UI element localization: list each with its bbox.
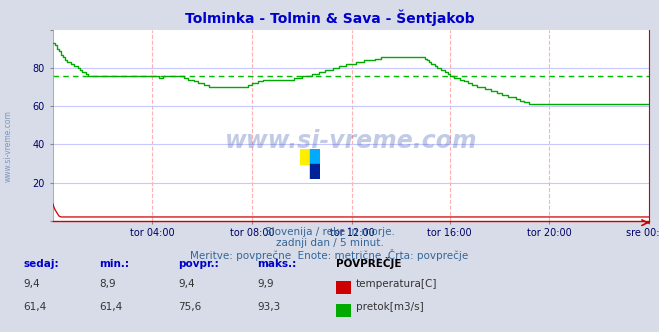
Text: 75,6: 75,6 (178, 302, 201, 312)
Bar (300, 149, 310, 164)
Text: Tolminka - Tolmin & Sava - Šentjakob: Tolminka - Tolmin & Sava - Šentjakob (185, 10, 474, 27)
Text: 9,9: 9,9 (257, 279, 273, 289)
Text: 61,4: 61,4 (99, 302, 122, 312)
Text: www.si-vreme.com: www.si-vreme.com (225, 128, 477, 153)
Text: 8,9: 8,9 (99, 279, 115, 289)
Text: 93,3: 93,3 (257, 302, 280, 312)
Text: sedaj:: sedaj: (23, 259, 59, 269)
Text: maks.:: maks.: (257, 259, 297, 269)
Bar (310, 164, 320, 179)
Text: 9,4: 9,4 (23, 279, 40, 289)
Text: 61,4: 61,4 (23, 302, 46, 312)
Text: Meritve: povprečne  Enote: metrične  Črta: povprečje: Meritve: povprečne Enote: metrične Črta:… (190, 249, 469, 261)
Text: www.si-vreme.com: www.si-vreme.com (3, 110, 13, 182)
Text: 9,4: 9,4 (178, 279, 194, 289)
Text: povpr.:: povpr.: (178, 259, 219, 269)
Text: min.:: min.: (99, 259, 129, 269)
Text: Slovenija / reke in morje.: Slovenija / reke in morje. (264, 227, 395, 237)
Text: POVPREČJE: POVPREČJE (336, 257, 401, 269)
Text: temperatura[C]: temperatura[C] (356, 279, 438, 289)
Bar (310, 149, 320, 164)
Text: pretok[m3/s]: pretok[m3/s] (356, 302, 424, 312)
Text: zadnji dan / 5 minut.: zadnji dan / 5 minut. (275, 238, 384, 248)
